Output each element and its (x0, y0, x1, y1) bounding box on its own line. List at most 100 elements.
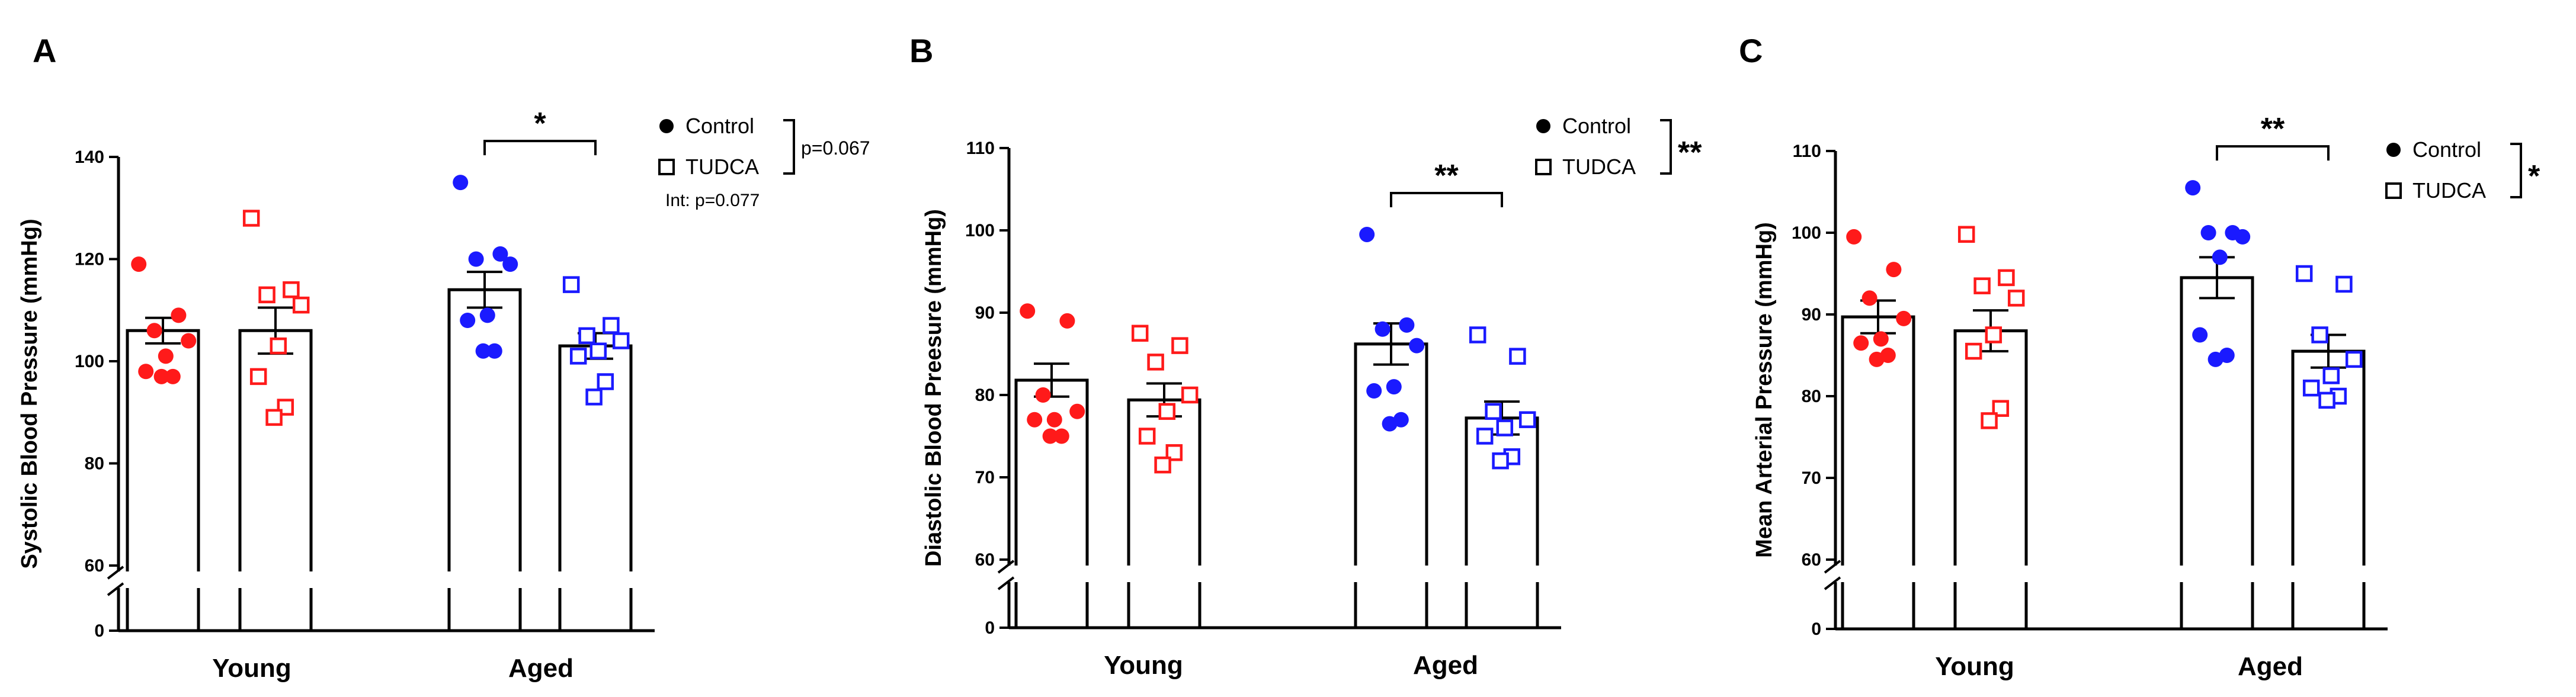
data-point (597, 373, 614, 390)
data-point (569, 348, 587, 365)
data-point (2192, 327, 2208, 343)
y-tick-label: 90 (975, 303, 995, 323)
data-point (249, 368, 267, 386)
y-tick-label: 90 (1802, 305, 1821, 325)
data-point (2311, 326, 2328, 343)
data-point (479, 307, 495, 323)
bar (558, 344, 633, 571)
y-tick-label: 60 (85, 556, 104, 576)
data-point (1981, 412, 1998, 429)
data-point (486, 343, 502, 359)
y-tick-label: 100 (1792, 223, 1821, 243)
data-point (2335, 275, 2353, 293)
data-point (1181, 386, 1199, 404)
data-point (578, 327, 595, 345)
data-point (492, 246, 508, 262)
data-point (1476, 428, 1494, 445)
data-point (1131, 325, 1149, 342)
legend-tudca-label: TUDCA (685, 155, 759, 179)
y-tick-label: 70 (1802, 468, 1821, 488)
bar-group-aged-tudca (1465, 326, 1539, 628)
data-point (1485, 403, 1502, 420)
data-point (1509, 348, 1526, 365)
legend-control-marker (659, 119, 674, 133)
data-point (2318, 391, 2335, 409)
data-point (468, 251, 484, 267)
x-category-label: Aged (2238, 652, 2303, 681)
legend-control-label: Control (1562, 114, 1631, 138)
legend-control-marker (2386, 143, 2401, 157)
legend-stat: * (2528, 159, 2540, 194)
x-category-label: Aged (1413, 651, 1478, 680)
bar-group-aged-tudca (2291, 265, 2366, 629)
legend-bracket (1660, 119, 1672, 175)
data-point (1496, 419, 1514, 436)
data-point (1861, 290, 1877, 306)
y-tick-label: 60 (1802, 550, 1821, 570)
y-tick-label: 80 (975, 386, 995, 405)
data-point (585, 388, 603, 406)
data-point (1886, 262, 1902, 278)
data-point (258, 286, 275, 304)
data-point (138, 364, 154, 380)
legend-control-marker (1536, 119, 1550, 133)
legend-tudca-marker (658, 159, 675, 175)
bar-group-young-control (126, 256, 200, 631)
data-point (1492, 452, 1509, 470)
data-point (502, 256, 518, 272)
bar-group-aged-control (2180, 180, 2254, 629)
data-point (2302, 379, 2320, 397)
legend-tudca-marker (1535, 159, 1552, 175)
data-point (1171, 337, 1188, 354)
significance-label: * (534, 107, 546, 141)
data-point (1059, 313, 1075, 329)
data-point (1069, 403, 1085, 419)
x-category-label: Aged (508, 654, 573, 683)
bar (238, 329, 313, 571)
bar-group-aged-control (447, 175, 522, 631)
bar-group-young-tudca (1127, 325, 1202, 628)
bar (126, 329, 200, 571)
data-point (1386, 379, 1402, 395)
data-point (1154, 456, 1171, 474)
significance-bracket (1390, 191, 1503, 207)
x-category-label: Young (1104, 651, 1183, 680)
data-point (1846, 229, 1862, 245)
axis-break-mark (1824, 560, 1841, 574)
bar-group-aged-control (1354, 226, 1428, 628)
axis-break-mark (997, 576, 1015, 590)
legend-tudca-label: TUDCA (1562, 155, 1636, 179)
axis-break-mark (997, 560, 1015, 574)
data-point (153, 368, 169, 384)
x-category-label: Young (212, 654, 291, 683)
chart-panel-a: A Systolic Blood Pressure (mmHg) 0 60 80 100 1… (17, 32, 870, 683)
legend-stat: ** (1678, 136, 1702, 170)
y-axis-label: Diastolic Blood Preesure (mmHg) (921, 209, 946, 567)
legend: Control TUDCA p=0.067 Int: p=0.077 (658, 114, 870, 210)
data-point (292, 296, 310, 314)
data-point (2235, 229, 2251, 245)
data-point (1035, 387, 1051, 403)
bar-group-young-control (1014, 303, 1089, 628)
data-point (1053, 428, 1069, 444)
x-category-label: Young (1935, 652, 2014, 681)
data-point (1374, 321, 1390, 337)
significance-bracket (483, 140, 597, 156)
bar-group-young-tudca (1953, 226, 2028, 629)
data-point (612, 332, 630, 349)
data-point (270, 337, 287, 355)
data-point (2295, 265, 2313, 282)
legend-control-label: Control (2412, 137, 2481, 162)
data-point (2200, 225, 2216, 240)
data-point (2207, 351, 2223, 367)
data-point (1020, 303, 1036, 319)
data-point (1409, 338, 1425, 354)
data-point (1957, 226, 1975, 243)
axis-break-mark (107, 582, 124, 596)
data-point (1158, 403, 1176, 420)
significance-label: ** (1434, 159, 1459, 193)
axis-break-mark (1824, 576, 1841, 590)
data-point (165, 368, 181, 384)
data-point (2212, 249, 2228, 265)
